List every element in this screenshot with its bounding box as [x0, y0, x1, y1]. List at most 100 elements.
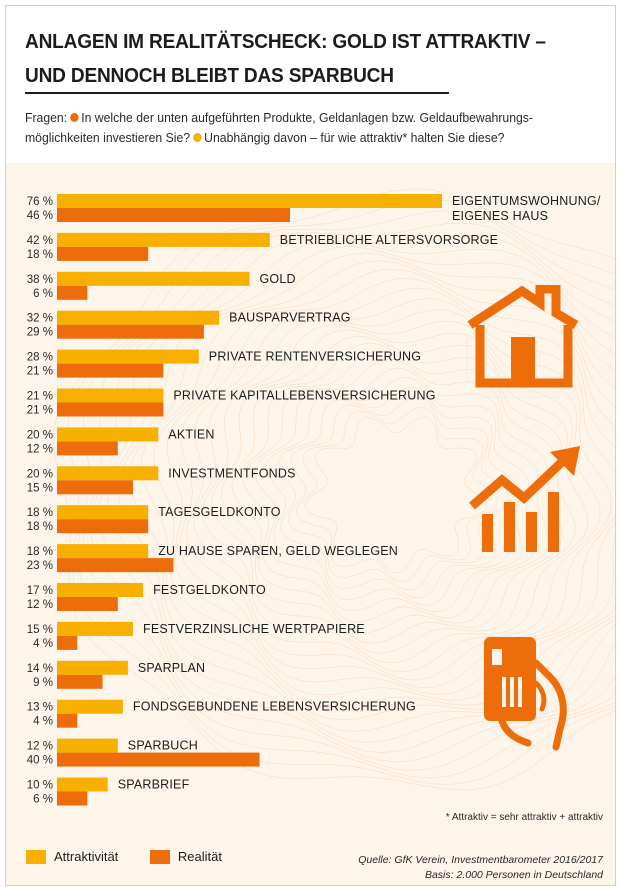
source-line-2: Basis: 2.000 Personen in Deutschland	[424, 869, 603, 881]
bar-attraktivitaet-5	[57, 388, 164, 403]
legend-label-realitaet: Realität	[177, 849, 222, 864]
bar-attraktivitaet-15	[57, 777, 108, 792]
value-label-realitaet-2: 6 %	[33, 288, 53, 300]
bar-realitaet-9	[57, 558, 174, 573]
category-label-7: INVESTMENTFONDS	[168, 466, 295, 480]
question-line-2: möglichkeiten investieren Sie? Unabhängig…	[25, 130, 504, 145]
value-label-attraktivitaet-10: 17 %	[27, 585, 53, 597]
bar-realitaet-3	[57, 324, 204, 339]
category-label-0-line-0: EIGENTUMSWOHNUNG/	[452, 194, 601, 208]
category-label-6: AKTIEN	[168, 427, 214, 441]
card-in-hand-icon	[484, 637, 567, 751]
bar-realitaet-8	[57, 519, 149, 534]
bar-realitaet-10	[57, 597, 118, 611]
value-label-attraktivitaet-4: 28 %	[27, 352, 53, 364]
header: ANLAGEN IM REALITÄTSCHECK: GOLD IST ATTR…	[6, 6, 615, 163]
category-label-0-line-1: EIGENES HAUS	[452, 209, 548, 223]
bar-realitaet-1	[57, 246, 149, 261]
value-label-realitaet-11: 4 %	[33, 638, 53, 650]
bar-attraktivitaet-7	[57, 466, 159, 481]
value-label-realitaet-7: 15 %	[27, 482, 53, 494]
infographic-frame: ANLAGEN IM REALITÄTSCHECK: GOLD IST ATTR…	[5, 5, 616, 886]
house-icon	[467, 285, 579, 388]
category-label-11: FESTVERZINSLICHE WERTPAPIERE	[143, 622, 365, 636]
bar-attraktivitaet-0	[57, 194, 442, 208]
realitaet-dot-icon	[69, 113, 79, 122]
value-label-attraktivitaet-2: 38 %	[27, 274, 53, 286]
bar-realitaet-13	[57, 713, 78, 728]
bar-realitaet-15	[57, 791, 88, 806]
value-label-attraktivitaet-1: 42 %	[27, 235, 53, 247]
category-label-10: FESTGELDKONTO	[153, 583, 266, 597]
value-label-realitaet-5: 21 %	[27, 405, 53, 417]
bar-attraktivitaet-9	[57, 544, 149, 559]
category-label-14: SPARBUCH	[128, 739, 198, 753]
bar-attraktivitaet-3	[57, 310, 220, 325]
value-label-realitaet-6: 12 %	[27, 443, 53, 455]
category-label-9: ZU HAUSE SPAREN, GELD WEGLEGEN	[158, 544, 398, 558]
bar-realitaet-5	[57, 402, 164, 417]
title-line-1: ANLAGEN IM REALITÄTSCHECK: GOLD IST ATTR…	[25, 30, 546, 53]
bar-attraktivitaet-11	[57, 621, 133, 636]
value-label-realitaet-4: 21 %	[27, 366, 53, 378]
value-label-attraktivitaet-13: 13 %	[27, 702, 53, 714]
category-label-4: PRIVATE RENTENVERSICHERUNG	[209, 350, 421, 364]
value-label-attraktivitaet-9: 18 %	[27, 546, 53, 558]
bar-attraktivitaet-6	[57, 427, 159, 442]
title-line-2: UND DENNOCH BLEIBT DAS SPARBUCH	[25, 64, 394, 87]
bar-realitaet-14	[57, 752, 260, 767]
legend-swatch-attraktivitaet	[26, 849, 46, 864]
category-label-2: GOLD	[260, 272, 296, 286]
value-label-realitaet-1: 18 %	[27, 249, 53, 261]
question-1-part-1: In welche der unten aufgeführten Produkt…	[81, 110, 533, 125]
source: Quelle: GfK Verein, Investmentbarometer …	[358, 853, 603, 883]
value-label-realitaet-15: 6 %	[33, 794, 53, 806]
bar-realitaet-7	[57, 480, 133, 495]
value-label-attraktivitaet-7: 20 %	[27, 468, 53, 480]
legend: Attraktivität Realität	[26, 849, 250, 867]
attraktivitaet-dot-icon	[192, 133, 202, 142]
value-label-attraktivitaet-6: 20 %	[27, 429, 53, 441]
value-label-attraktivitaet-3: 32 %	[27, 313, 53, 325]
value-label-attraktivitaet-14: 12 %	[27, 741, 53, 753]
category-label-13: FONDSGEBUNDENE LEBENSVERSICHERUNG	[133, 700, 416, 714]
bar-realitaet-12	[57, 674, 103, 689]
value-label-realitaet-10: 12 %	[27, 599, 53, 611]
value-label-attraktivitaet-12: 14 %	[27, 663, 53, 675]
growth-chart-icon	[469, 446, 580, 552]
category-label-15: SPARBRIEF	[118, 778, 190, 792]
value-label-attraktivitaet-8: 18 %	[27, 507, 53, 519]
question-2: Unabhängig davon – für wie attraktiv* ha…	[204, 130, 505, 145]
legend-label-attraktivitaet: Attraktivität	[54, 849, 119, 864]
bar-attraktivitaet-13	[57, 699, 123, 714]
question-line-1: Fragen: In welche der unten aufgeführten …	[25, 110, 533, 125]
value-label-realitaet-8: 18 %	[27, 521, 53, 533]
value-label-attraktivitaet-11: 15 %	[27, 624, 53, 636]
value-label-attraktivitaet-5: 21 %	[27, 391, 53, 403]
bar-realitaet-4	[57, 363, 164, 378]
bar-realitaet-6	[57, 441, 118, 456]
category-label-3: BAUSPARVERTRAG	[229, 311, 351, 325]
value-label-realitaet-14: 40 %	[27, 755, 53, 767]
value-label-realitaet-9: 23 %	[27, 560, 53, 572]
chart-area: 76 % 46 % EIGENTUMSWOHNUNG/EIGENES HAUS 42 …	[6, 163, 615, 885]
bar-attraktivitaet-10	[57, 583, 144, 597]
source-line-1: Quelle: GfK Verein, Investmentbarometer …	[358, 854, 603, 866]
questions-prefix: Fragen:	[25, 110, 68, 125]
legend-swatch-realitaet	[149, 849, 170, 864]
value-label-realitaet-12: 9 %	[33, 677, 53, 689]
category-label-8: TAGESGELDKONTO	[158, 505, 281, 519]
bar-attraktivitaet-2	[57, 271, 250, 286]
title-underline	[25, 92, 449, 94]
value-label-realitaet-3: 29 %	[27, 327, 53, 339]
value-label-realitaet-0: 46 %	[27, 210, 53, 222]
bar-attraktivitaet-12	[57, 660, 128, 675]
legend-item-attraktivitaet: Attraktivität	[26, 849, 118, 864]
bar-realitaet-11	[57, 635, 78, 650]
bar-attraktivitaet-4	[57, 349, 199, 364]
bar-attraktivitaet-14	[57, 738, 118, 753]
value-label-realitaet-13: 4 %	[33, 716, 53, 728]
question-1-part-2: möglichkeiten investieren Sie?	[25, 130, 191, 145]
bar-realitaet-0	[57, 208, 290, 222]
value-label-attraktivitaet-15: 10 %	[27, 780, 53, 792]
